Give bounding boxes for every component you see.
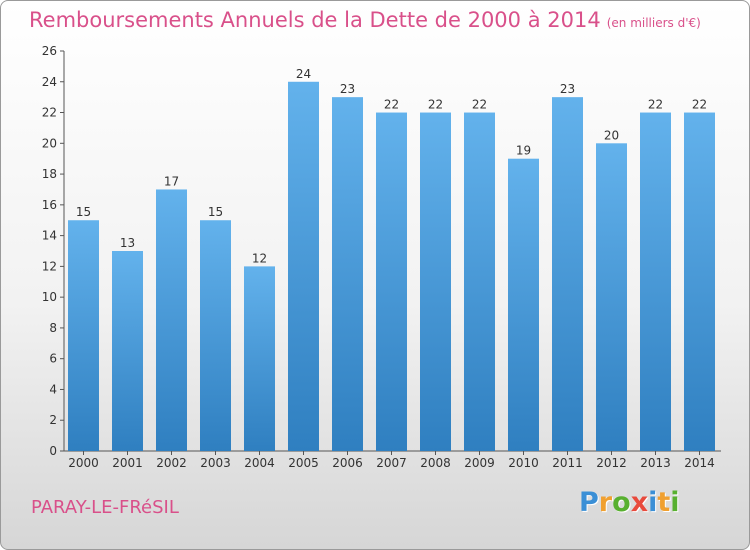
x-tick-label-2001: 2001 [112,456,143,470]
data-label-2010: 19 [516,144,531,158]
y-tick-label: 20 [42,136,57,150]
proxiti-logo[interactable]: Proxiti [579,487,680,518]
place-name: PARAY-LE-FRéSIL [31,497,179,518]
bar-2011 [552,97,583,452]
data-label-2006: 23 [340,82,355,96]
x-tick-label-2006: 2006 [332,456,363,470]
x-tick-label-2012: 2012 [596,456,627,470]
y-tick-label: 2 [49,413,57,427]
y-tick-label: 6 [49,352,57,366]
y-tick-label: 4 [49,382,57,396]
x-tick-label-2003: 2003 [200,456,231,470]
data-label-2008: 22 [428,98,443,112]
x-tick-label-2013: 2013 [640,456,671,470]
bar-2008 [420,112,451,452]
data-label-2002: 17 [164,174,179,188]
chart-subtitle: (en milliers d'€) [606,16,701,30]
logo-letter: t [657,487,671,518]
x-tick-label-2007: 2007 [376,456,407,470]
x-tick-label-2014: 2014 [684,456,715,470]
y-tick-label: 14 [42,229,57,243]
data-label-2003: 15 [208,205,223,219]
data-label-2009: 22 [472,98,487,112]
bar-2002 [156,189,187,451]
bar-2007 [376,112,407,452]
y-tick-label: 16 [42,198,57,212]
y-tick-label: 12 [42,259,57,273]
chart-title-text: Remboursements Annuels de la Dette de 20… [29,8,601,32]
y-tick-label: 24 [42,75,57,89]
data-label-2001: 13 [120,236,135,250]
bar-2009 [464,112,495,452]
x-tick-label-2011: 2011 [552,456,583,470]
logo-letter: x [630,487,649,518]
x-tick-label-2010: 2010 [508,456,539,470]
y-tick-label: 0 [49,444,57,458]
logo-letter: i [670,487,680,518]
data-label-2007: 22 [384,98,399,112]
bar-2013 [640,112,671,452]
x-tick-label-2009: 2009 [464,456,495,470]
bar-2014 [684,112,715,452]
x-tick-label-2002: 2002 [156,456,187,470]
bar-2005 [288,81,319,452]
data-label-2004: 12 [252,251,267,265]
bar-2006 [332,97,363,452]
data-label-2013: 22 [648,98,663,112]
bar-2010 [508,158,539,451]
data-label-2011: 23 [560,82,575,96]
data-label-2000: 15 [76,205,91,219]
y-tick-label: 10 [42,290,57,304]
x-tick-label-2005: 2005 [288,456,319,470]
bar-2004 [244,266,275,451]
x-tick-label-2004: 2004 [244,456,275,470]
y-tick-label: 8 [49,321,57,335]
y-tick-label: 26 [42,44,57,58]
logo-letter: P [579,487,599,518]
bar-2001 [112,251,143,451]
bar-2003 [200,220,231,451]
x-tick-label-2008: 2008 [420,456,451,470]
logo-letter: i [648,487,658,518]
logo-letter: o [612,487,631,518]
y-tick-label: 22 [42,106,57,120]
data-label-2014: 22 [692,98,707,112]
chart-title: Remboursements Annuels de la Dette de 20… [29,8,701,32]
logo-letter: r [598,487,613,518]
data-label-2012: 20 [604,128,619,142]
data-label-2005: 24 [296,67,311,81]
bar-2000 [68,220,99,451]
y-tick-label: 18 [42,167,57,181]
x-tick-label-2000: 2000 [68,456,99,470]
bar-2012 [596,143,627,452]
